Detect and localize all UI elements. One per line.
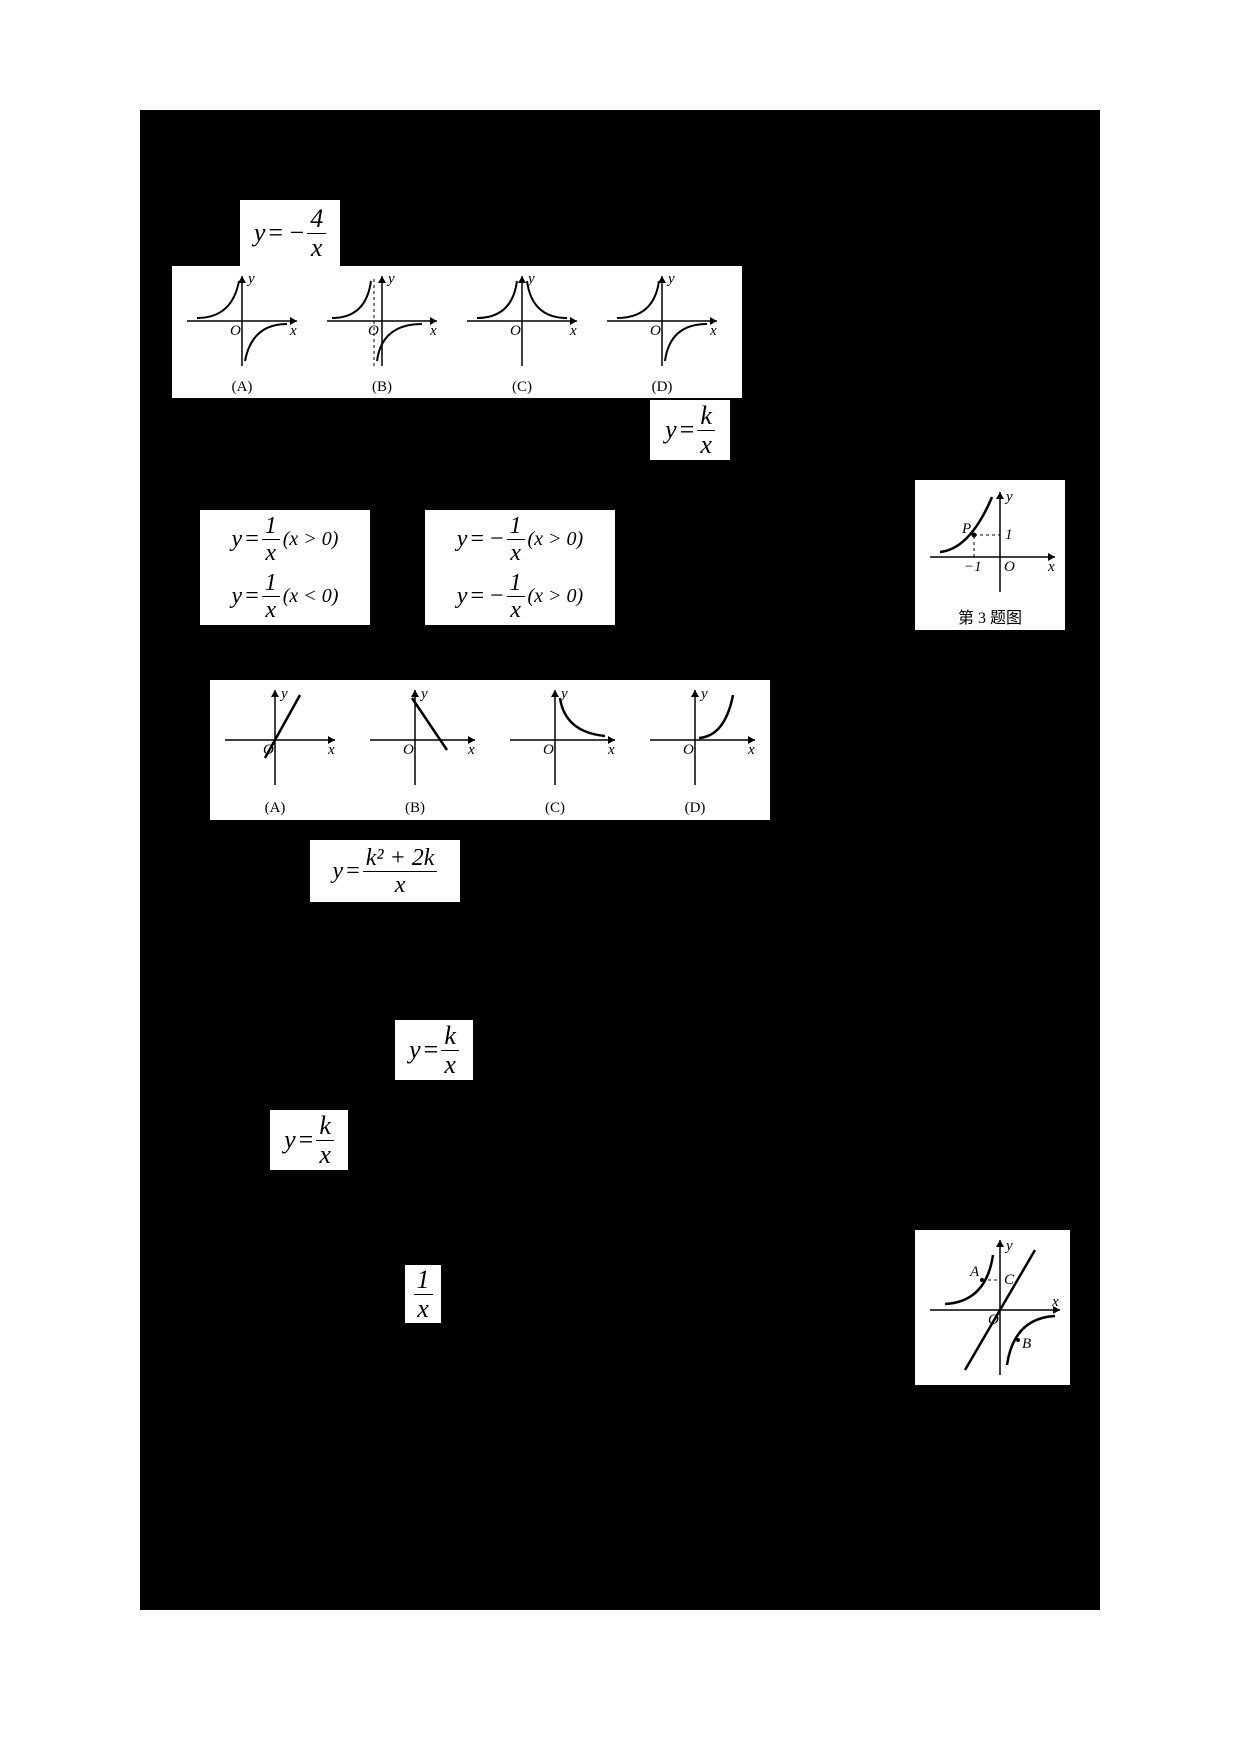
q1-label-c: (C) [512, 379, 532, 395]
q3-y: y [1004, 489, 1013, 505]
black-panel: y = − 4x x y O (A) [140, 110, 1100, 1610]
eq5: y = k² + 2kx [333, 846, 438, 897]
q3-b1: y= − 1x (x > 0) [457, 514, 583, 565]
q8-C: C [1004, 1272, 1015, 1288]
eq2-lhs: y [665, 415, 677, 445]
frac8: 1x [414, 1267, 433, 1322]
eq2-den: x [700, 431, 712, 458]
svg-text:x: x [467, 742, 475, 758]
q8-A: A [969, 1264, 980, 1280]
eq7: y= kx [284, 1113, 334, 1168]
q3-P: P [961, 521, 971, 537]
svg-text:x: x [607, 742, 615, 758]
q3-opts-left: y= 1x (x > 0) y= 1x (x < 0) [200, 510, 370, 625]
q3-px: −1 [964, 559, 982, 575]
eq1-num: 4 [307, 206, 326, 234]
q3-a1: y= 1x (x > 0) [232, 514, 339, 565]
q3-graph: P −1 1 x y O 第 3 题图 [915, 480, 1065, 630]
svg-text:O: O [683, 742, 694, 758]
q3-O: O [1004, 559, 1015, 575]
q1-label-d: (D) [652, 379, 673, 395]
q4-label-a: (A) [265, 800, 286, 816]
q1c-O: O [510, 323, 521, 339]
q3-opts-right: y= − 1x (x > 0) y= − 1x (x > 0) [425, 510, 615, 625]
q8-x: x [1051, 1294, 1059, 1310]
q8-y: y [1004, 1238, 1013, 1254]
svg-text:x: x [327, 742, 335, 758]
q8-O: O [988, 1312, 999, 1328]
q1b-x: x [429, 323, 437, 339]
q4-label-b: (B) [405, 800, 425, 816]
q1-label-a: (A) [232, 379, 253, 395]
q1d-x: x [709, 323, 717, 339]
svg-text:y: y [419, 686, 428, 702]
q1a-y: y [246, 271, 255, 287]
q1a-O: O [230, 323, 241, 339]
eq1-den: x [311, 234, 323, 261]
q8-B: B [1022, 1336, 1031, 1352]
q3-x: x [1047, 559, 1055, 575]
svg-text:x: x [747, 742, 755, 758]
eq2-op: = [680, 415, 695, 445]
q1d-y: y [666, 271, 675, 287]
svg-text:O: O [403, 742, 414, 758]
frac8-box: 1x [405, 1265, 441, 1323]
q4-label-d: (D) [685, 800, 706, 816]
svg-text:O: O [263, 742, 274, 758]
eq2: y = kx [665, 403, 715, 458]
eq5-box: y = k² + 2kx [310, 840, 460, 902]
q1b-y: y [386, 271, 395, 287]
q1a-x: x [289, 323, 297, 339]
q1c-y: y [526, 271, 535, 287]
q1d-O: O [650, 323, 661, 339]
eq6-box: y= kx [395, 1020, 473, 1080]
eq1-op: = − [268, 218, 304, 248]
svg-text:y: y [279, 686, 288, 702]
eq2-num: k [697, 403, 715, 431]
q1-graphs: x y O (A) x y O (B) [172, 266, 742, 398]
page: y = − 4x x y O (A) [0, 0, 1240, 1754]
eq1: y = − 4x [254, 206, 326, 261]
q3-caption: 第 3 题图 [958, 604, 1022, 628]
q1-label-b: (B) [372, 379, 392, 395]
eq2-box: y = kx [650, 400, 730, 460]
q4-label-c: (C) [545, 800, 565, 816]
q3-py: 1 [1005, 527, 1013, 543]
svg-text:y: y [699, 686, 708, 702]
eq7-box: y= kx [270, 1110, 348, 1170]
q1b-O: O [368, 323, 379, 339]
eq1-lhs: y [254, 218, 266, 248]
svg-text:y: y [559, 686, 568, 702]
q8-graph: A C B O x y [915, 1230, 1070, 1385]
q3-b2: y= − 1x (x > 0) [457, 571, 583, 622]
q3-a2: y= 1x (x < 0) [232, 571, 339, 622]
svg-text:O: O [543, 742, 554, 758]
q1c-x: x [569, 323, 577, 339]
eq1-box: y = − 4x [240, 200, 340, 266]
q4-graphs: x y O (A) x y O (B) [210, 680, 770, 820]
eq6: y= kx [409, 1023, 459, 1078]
